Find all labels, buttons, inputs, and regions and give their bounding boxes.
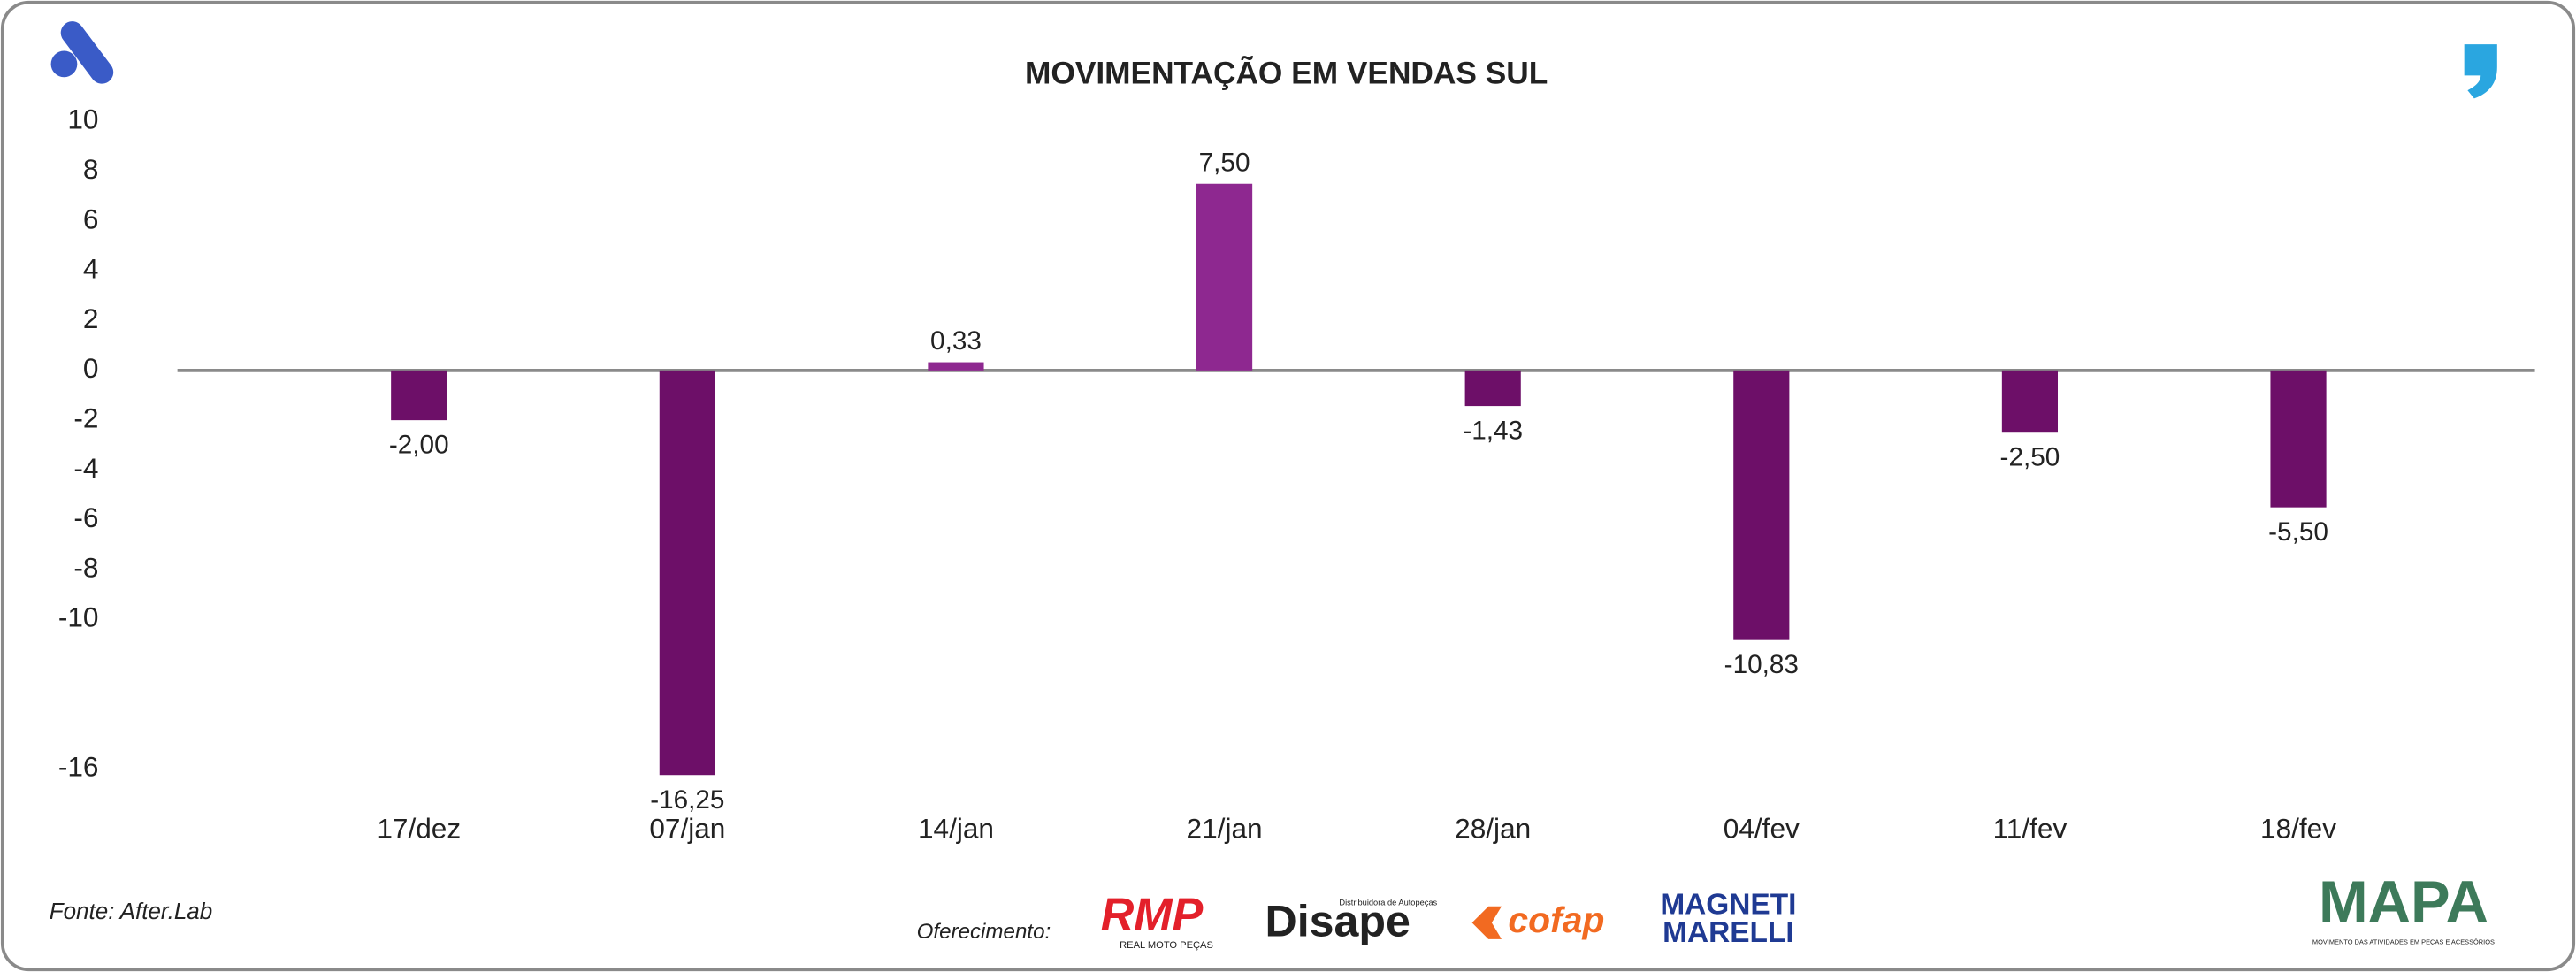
logo-cofap-mark (1471, 906, 1502, 939)
x-tick-label: 04/fev (1724, 813, 1800, 845)
x-tick-label: 28/jan (1455, 813, 1531, 845)
bar (1196, 183, 1253, 371)
logo-disape-sub: Distribuidora de Autopeças (1339, 898, 1437, 907)
value-label: 0,33 (930, 326, 982, 356)
logo-marelli: MARELLI (1663, 916, 1794, 949)
sponsor-logos: RMP REAL MOTO PEÇAS Distribuidora de Aut… (1101, 869, 2495, 951)
bar (2270, 370, 2327, 508)
x-tick-label: 17/dez (377, 813, 461, 845)
y-tick-label: -16 (58, 751, 99, 783)
y-tick-label: 8 (83, 153, 99, 185)
logo-cofap: cofap (1508, 899, 1604, 940)
bar (928, 362, 984, 371)
sponsor-label: Oferecimento: (917, 920, 1051, 944)
x-tick-label: 11/fev (1993, 813, 2068, 845)
x-tick-label: 07/jan (649, 813, 725, 845)
y-tick-label: 10 (67, 103, 98, 135)
y-tick-label: 6 (83, 203, 99, 234)
source: Fonte: After.Lab (50, 898, 212, 924)
bar (1733, 370, 1790, 640)
logo-mapa-sub: MOVIMENTO DAS ATIVIDADES EM PEÇAS E ACES… (2312, 938, 2495, 946)
logo-mapa: MAPA (2319, 869, 2488, 935)
bar (391, 370, 447, 421)
brand-logo (50, 21, 114, 84)
chart-title: MOVIMENTAÇÃO EM VENDAS SUL (1025, 57, 1548, 91)
y-tick-label: 0 (83, 352, 99, 384)
value-label: -2,00 (389, 431, 449, 460)
y-tick-label: 2 (83, 302, 99, 334)
quote-icon (2464, 44, 2497, 99)
y-tick-label: -6 (73, 501, 98, 533)
value-label: -1,43 (1463, 417, 1523, 446)
value-label: -5,50 (2268, 517, 2328, 547)
y-tick-label: -10 (58, 601, 99, 633)
y-tick-label: -2 (73, 402, 98, 433)
x-tick-label: 14/jan (918, 813, 994, 845)
y-tick-label: 4 (83, 253, 99, 285)
y-tick-label: -4 (73, 452, 98, 484)
y-tick-label: -8 (73, 551, 98, 583)
bar (2001, 370, 2059, 433)
x-tick-label: 18/fev (2260, 813, 2336, 845)
value-label: 7,50 (1199, 148, 1250, 177)
bar (659, 370, 715, 776)
value-label: -10,83 (1724, 650, 1799, 679)
logo-magneti: MAGNETI (1660, 889, 1796, 922)
logo-rmp-sub: REAL MOTO PEÇAS (1120, 940, 1213, 951)
value-label: -2,50 (2000, 443, 2060, 472)
bar (1464, 370, 1521, 407)
value-label: -16,25 (650, 785, 724, 815)
logo-disape: Disape (1265, 896, 1410, 945)
logo-rmp: RMP (1101, 889, 1204, 940)
x-tick-label: 21/jan (1187, 813, 1263, 845)
